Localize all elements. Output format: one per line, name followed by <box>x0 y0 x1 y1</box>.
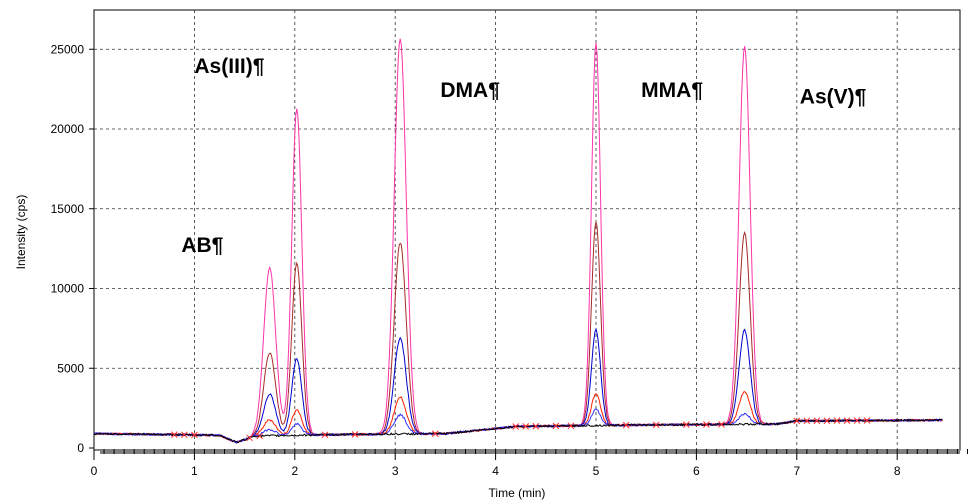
peak-annotation: AB¶ <box>181 234 223 257</box>
x-marker-stroke <box>256 432 264 440</box>
peak-annotation: As(III)¶ <box>194 55 264 78</box>
peak-annotation: MMA¶ <box>641 79 703 102</box>
x-marker-stroke <box>522 422 530 430</box>
x-marker <box>652 421 660 429</box>
markers <box>170 417 871 442</box>
x-marker <box>718 421 725 428</box>
x-tick-label: 6 <box>693 464 700 478</box>
x-marker <box>567 422 575 430</box>
x-marker <box>256 432 264 440</box>
x-marker-stroke <box>683 421 690 428</box>
y-axis-title: Intensity (cps) <box>14 195 28 270</box>
x-tick-label: 7 <box>793 464 800 478</box>
x-tick-label: 1 <box>191 464 198 478</box>
x-marker-stroke <box>351 431 359 438</box>
x-marker <box>170 431 178 439</box>
x-marker-stroke <box>622 421 630 429</box>
y-tick-label: 15000 <box>51 202 85 216</box>
x-marker-stroke <box>181 431 188 439</box>
x-tick-label: 8 <box>894 464 901 478</box>
x-marker <box>432 430 439 438</box>
x-marker-stroke <box>512 423 520 430</box>
x-tick-label: 3 <box>392 464 399 478</box>
x-marker <box>833 417 841 425</box>
x-marker <box>321 431 329 439</box>
x-marker <box>512 423 520 430</box>
x-marker <box>622 421 630 429</box>
y-tick-label: 0 <box>77 441 84 455</box>
x-marker <box>863 417 871 424</box>
peak-annotation: As(V)¶ <box>800 85 867 108</box>
x-marker-stroke <box>703 421 710 428</box>
x-marker-stroke <box>793 417 801 425</box>
x-marker-stroke <box>843 417 851 424</box>
x-marker <box>191 431 198 439</box>
x-tick-label: 0 <box>91 464 98 478</box>
y-tick-label: 20000 <box>51 122 85 136</box>
x-tick-label: 2 <box>291 464 298 478</box>
x-marker <box>683 421 690 428</box>
x-marker-stroke <box>803 417 811 425</box>
x-marker-stroke <box>432 430 439 438</box>
x-marker-stroke <box>718 421 725 428</box>
x-marker <box>703 421 710 428</box>
trace-line <box>93 418 943 444</box>
x-marker-stroke <box>191 431 198 439</box>
x-marker <box>552 422 560 430</box>
peak-annotation: DMA¶ <box>440 79 500 102</box>
y-tick-label: 25000 <box>51 42 85 56</box>
x-marker-stroke <box>170 431 178 439</box>
x-marker <box>803 417 811 425</box>
traces <box>93 38 943 444</box>
x-marker <box>843 417 851 424</box>
x-marker <box>793 417 801 425</box>
y-tick-label: 10000 <box>51 282 85 296</box>
x-marker <box>823 417 831 425</box>
x-marker <box>532 422 540 430</box>
x-marker-stroke <box>853 417 861 424</box>
x-marker-stroke <box>652 421 660 429</box>
x-marker-stroke <box>863 417 871 424</box>
x-marker-stroke <box>567 422 575 430</box>
x-marker <box>351 431 359 438</box>
x-marker-stroke <box>246 434 253 442</box>
axes: 0 1 2 3 4 5 6 7 8 0 5000 10000 15000 20000 25000 <box>51 42 968 478</box>
x-axis-bar <box>100 449 960 454</box>
x-tick-label: 4 <box>492 464 499 478</box>
x-marker <box>246 434 253 442</box>
x-marker-stroke <box>813 417 821 425</box>
annotations: As(III)¶ DMA¶ MMA¶ As(V)¶ AB¶ <box>181 55 866 257</box>
x-marker <box>181 431 188 439</box>
x-marker-stroke <box>833 417 841 425</box>
x-axis-title: Time (min) <box>489 486 546 500</box>
x-marker <box>813 417 821 425</box>
x-marker <box>853 417 861 424</box>
x-tick-label: 5 <box>593 464 600 478</box>
x-marker-stroke <box>532 422 540 430</box>
x-marker-stroke <box>552 422 560 430</box>
x-marker <box>522 422 530 430</box>
x-marker-stroke <box>321 431 329 439</box>
y-tick-label: 5000 <box>57 361 84 375</box>
x-marker-stroke <box>823 417 831 425</box>
